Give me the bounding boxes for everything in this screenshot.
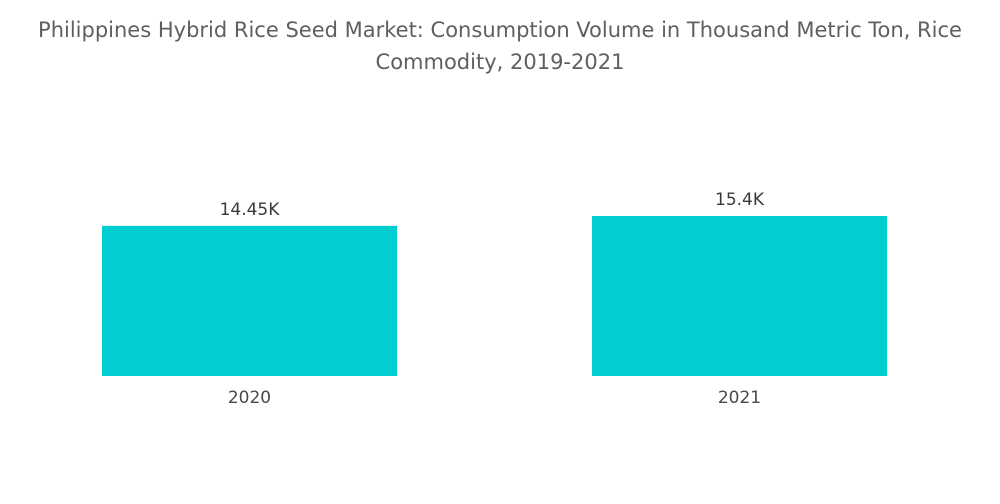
chart-title: Philippines Hybrid Rice Seed Market: Con… (0, 14, 1000, 78)
bar-2021 (592, 216, 887, 376)
data-label-2020: 14.45K (220, 200, 281, 220)
chart-title-text: Philippines Hybrid Rice Seed Market: Con… (38, 18, 962, 74)
bar-2020 (102, 225, 397, 376)
x-tick-label-2020: 2020 (228, 388, 271, 408)
bar-group: 14.45K 2020 15.4K 2021 (102, 190, 887, 408)
x-tick-label-2021: 2021 (718, 388, 761, 408)
data-label-2021: 15.4K (715, 190, 765, 210)
